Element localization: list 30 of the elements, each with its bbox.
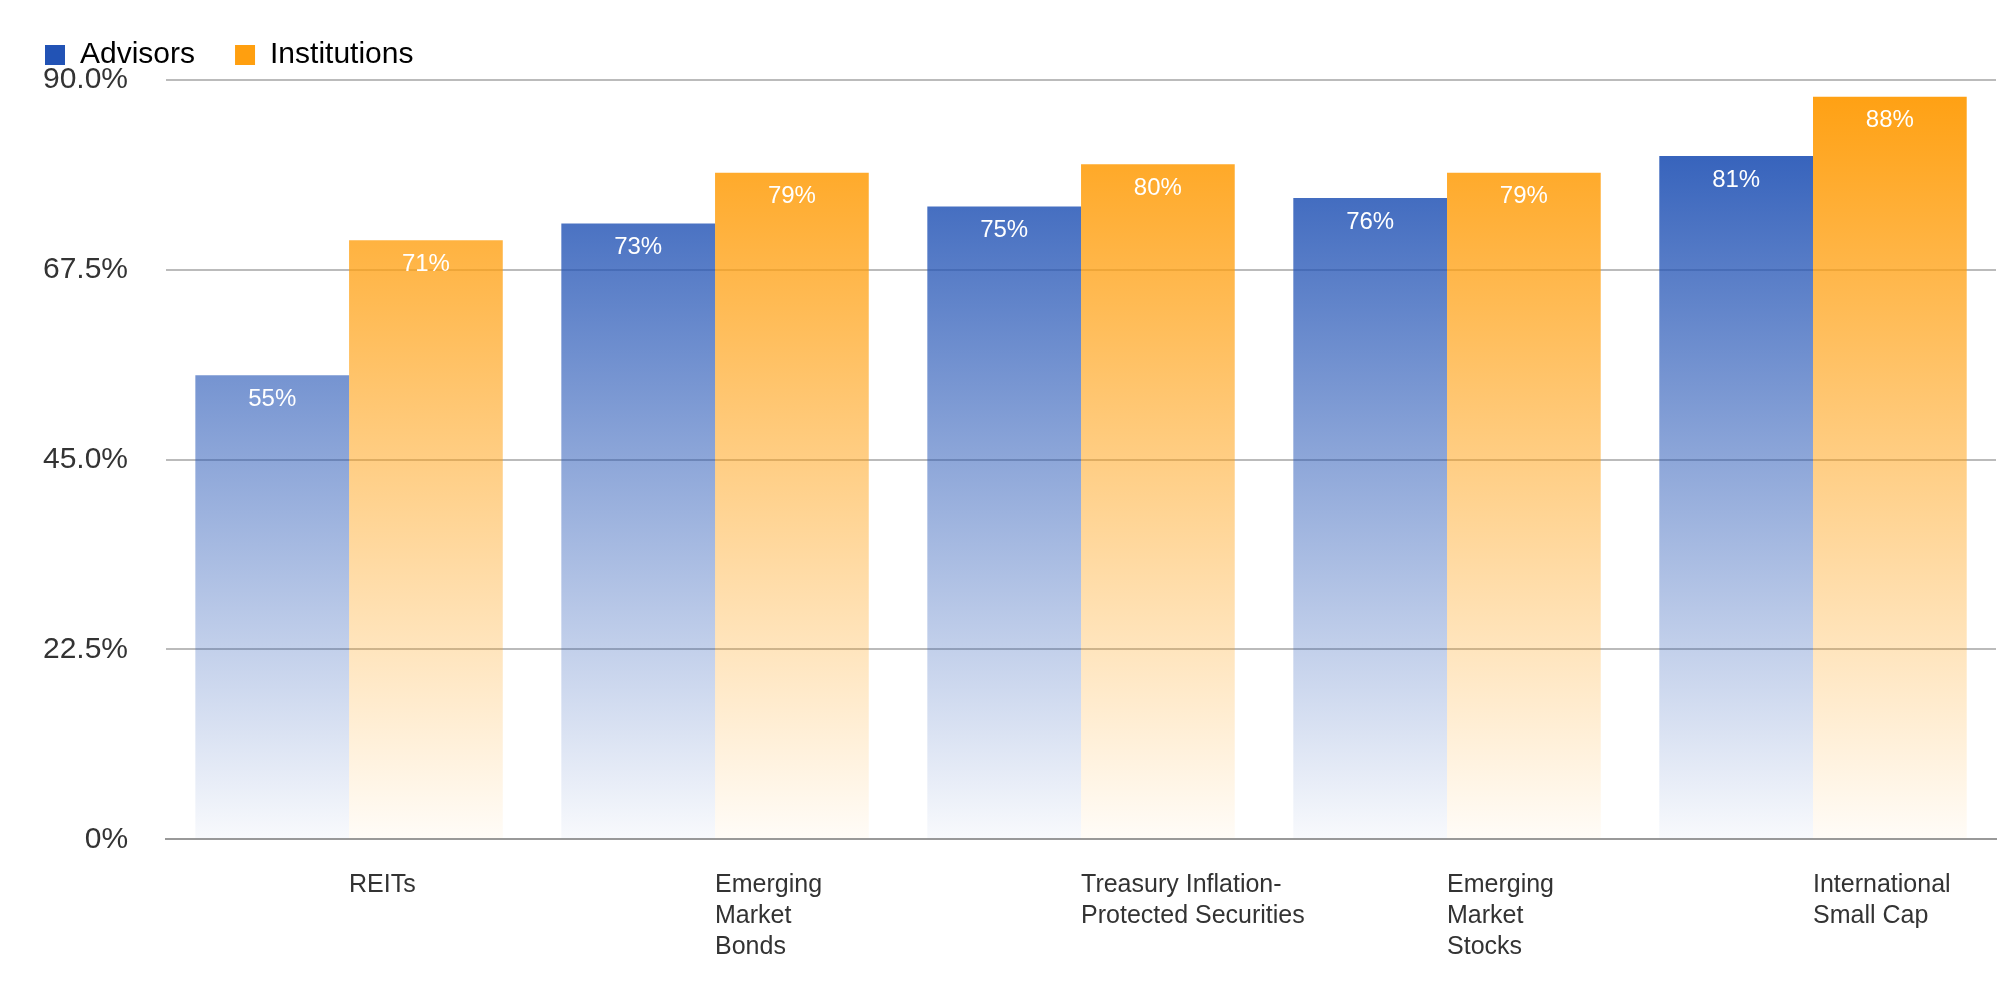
x-tick-label: REITs bbox=[349, 868, 416, 897]
bar bbox=[195, 375, 350, 839]
bar bbox=[349, 240, 503, 839]
y-tick-label: 67.5% bbox=[42, 251, 129, 285]
legend-label: Institutions bbox=[270, 36, 414, 70]
bar bbox=[561, 223, 716, 839]
y-tick-label: 0% bbox=[84, 820, 129, 854]
text: 79% bbox=[1499, 181, 1548, 209]
y-tick-label: 45.0% bbox=[42, 440, 129, 474]
bar bbox=[1081, 164, 1235, 839]
text: 76% bbox=[1346, 206, 1395, 234]
x-tick-label: Emerging Market Bonds bbox=[715, 868, 823, 960]
x-tick-label: Emerging Market Stocks bbox=[1447, 868, 1555, 960]
bar bbox=[927, 206, 1082, 839]
text: 71% bbox=[401, 248, 450, 276]
bar bbox=[715, 172, 869, 839]
text: 55% bbox=[248, 383, 297, 411]
bar bbox=[1447, 172, 1601, 839]
text: 75% bbox=[980, 215, 1029, 243]
y-tick-label: 22.5% bbox=[42, 630, 129, 664]
text: 79% bbox=[767, 181, 816, 209]
bar bbox=[1813, 96, 1967, 839]
x-tick-label: Treasury Inflation- Protected Securities bbox=[1081, 868, 1305, 929]
x-tick-label: International Small Cap bbox=[1813, 868, 1951, 929]
text: 88% bbox=[1865, 105, 1914, 133]
text: 80% bbox=[1133, 172, 1182, 200]
text: 81% bbox=[1712, 164, 1761, 192]
bar bbox=[1659, 155, 1814, 839]
bar bbox=[1293, 198, 1448, 839]
text: 73% bbox=[614, 232, 663, 260]
